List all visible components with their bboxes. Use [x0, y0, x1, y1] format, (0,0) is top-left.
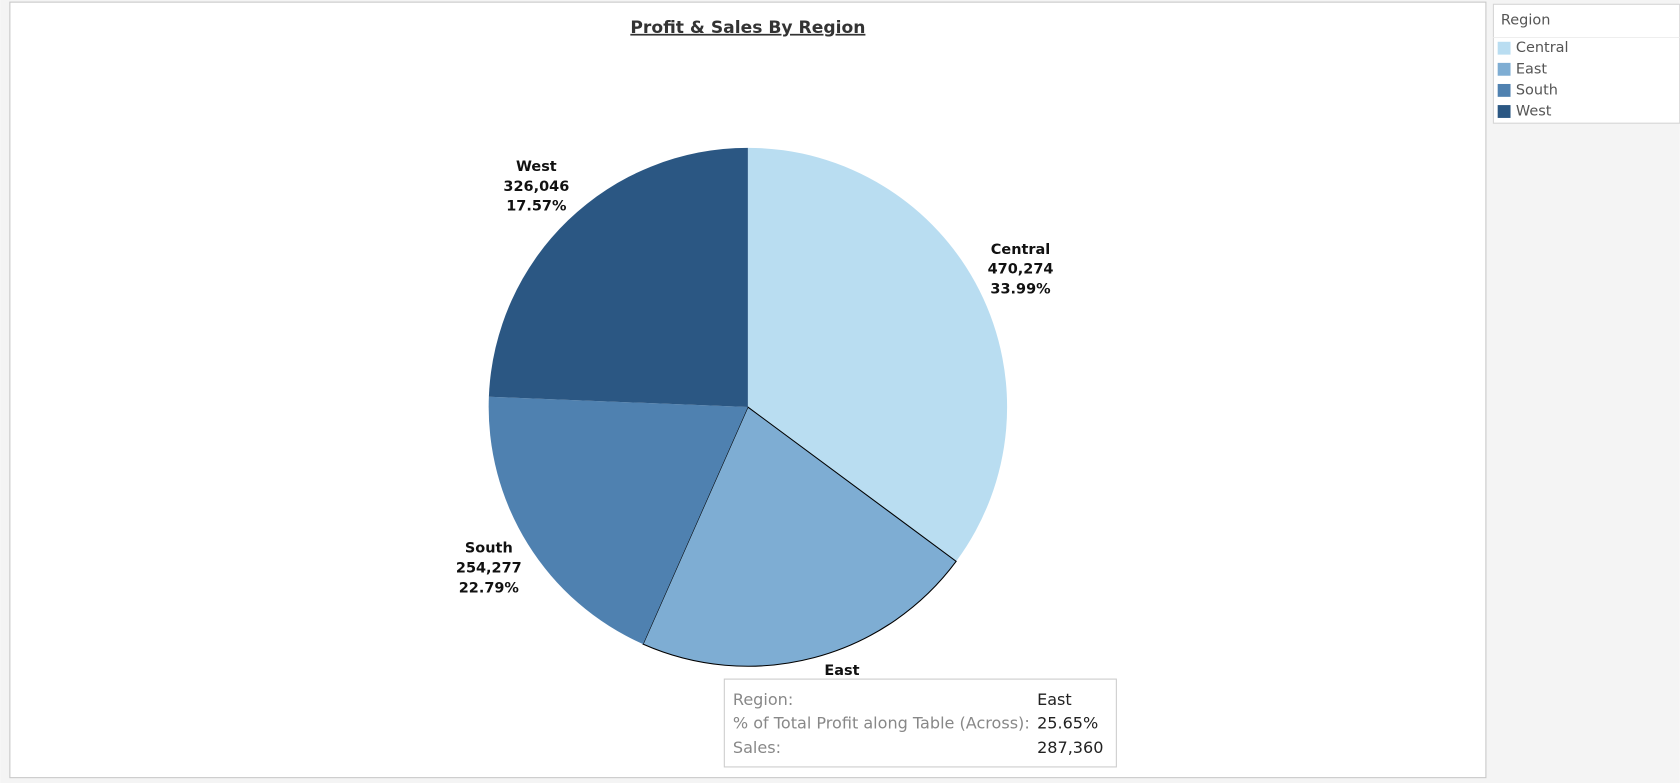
slice-value: 254,277: [456, 561, 522, 577]
tooltip-value: 287,360: [1037, 738, 1103, 757]
pie-slice: [642, 406, 957, 667]
legend-label: West: [1516, 104, 1552, 120]
tooltip-box: [723, 678, 1117, 768]
slice-percent: 22.79%: [459, 580, 520, 596]
pie-slice: [747, 147, 1008, 562]
slice-value: 470,274: [988, 262, 1054, 278]
tooltip-label: % of Total Profit along Table (Across):: [733, 714, 1030, 733]
slice-label: Central: [991, 242, 1050, 258]
pie-slice: [488, 396, 748, 645]
legend-swatch: [1497, 41, 1511, 55]
pie: Central 470,274 33.99% East South 254,277 22.7…: [456, 147, 1054, 679]
tooltip: Region: % of Total Profit along Table (A…: [723, 678, 1117, 768]
slice-percent: 17.57%: [506, 199, 567, 215]
tooltip-value: 25.65%: [1037, 714, 1098, 733]
tooltip-label: Region:: [733, 690, 793, 709]
legend-title: Region: [1501, 12, 1550, 28]
legend-label: South: [1516, 82, 1558, 98]
legend-swatch: [1497, 105, 1511, 118]
slice-value: 326,046: [503, 179, 569, 195]
slice-label: West: [516, 159, 557, 175]
legend-swatch: [1497, 62, 1511, 76]
legend: Central East South West: [1497, 40, 1569, 120]
legend-swatch: [1497, 83, 1511, 97]
slice-label: South: [465, 541, 513, 557]
legend-label: Central: [1516, 40, 1569, 56]
slice-percent: 33.99%: [990, 282, 1051, 298]
legend-label: East: [1516, 61, 1548, 77]
pie-slice: [488, 147, 748, 408]
tooltip-value: East: [1037, 690, 1072, 709]
legend-frame: [1492, 3, 1680, 124]
chart-title: Profit & Sales By Region: [630, 18, 865, 38]
slice-label: East: [824, 663, 859, 679]
tooltip-label: Sales:: [733, 738, 781, 757]
